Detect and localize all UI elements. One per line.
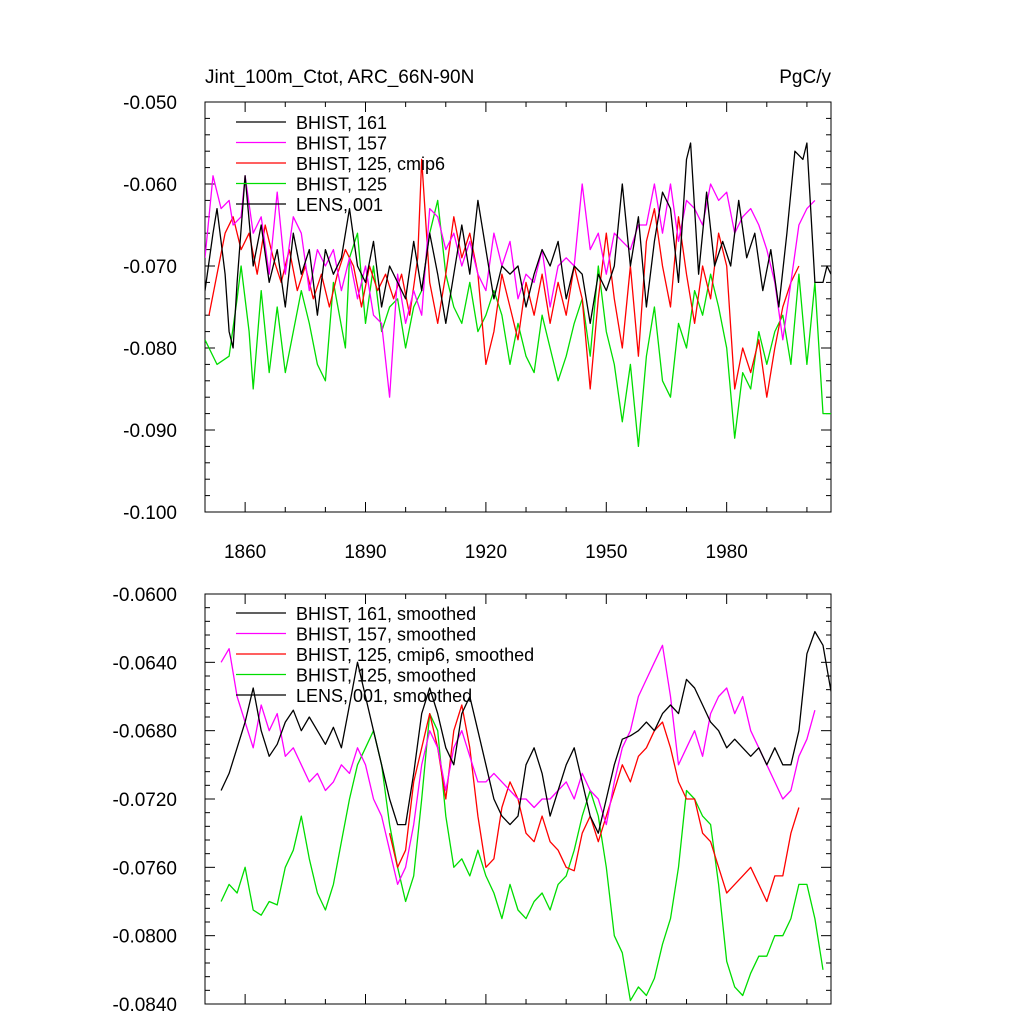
y-tick-label: -0.050 <box>123 93 177 114</box>
legend-label: BHIST, 161, smoothed <box>296 604 476 624</box>
series-bhist-161-smoothed <box>220 630 831 834</box>
y-tick-label: -0.0720 <box>113 790 177 811</box>
legend-label: BHIST, 125, cmip6 <box>296 154 445 174</box>
top-panel: -0.100 -0.090 -0.080 -0.070 -0.060 -0.050 1860… <box>123 67 832 563</box>
x-tick-label: 1920 <box>465 542 507 563</box>
chart-units: PgC/y <box>779 67 831 88</box>
legend-label: LENS, 001, smoothed <box>296 686 472 706</box>
legend-label: BHIST, 125 <box>296 175 387 195</box>
series-group <box>220 630 831 1002</box>
series-bhist-157-smoothed <box>220 644 816 886</box>
series-bhist-125 <box>205 199 831 448</box>
legend-label: BHIST, 161 <box>296 113 387 133</box>
x-tick-label: 1890 <box>344 542 386 563</box>
y-tick-label: -0.0640 <box>113 653 177 674</box>
series-group <box>205 142 831 448</box>
legend-label: BHIST, 157, smoothed <box>296 625 476 645</box>
y-tick-label: -0.100 <box>123 503 177 524</box>
y-tick-label: -0.070 <box>123 257 177 278</box>
y-tick-label: -0.0800 <box>113 927 177 948</box>
y-tick-label: -0.0600 <box>113 585 177 606</box>
y-tick-label: -0.0680 <box>113 722 177 743</box>
y-tick-label: -0.090 <box>123 421 177 442</box>
series-bhist-161 <box>205 142 831 349</box>
legend-label: BHIST, 125, cmip6, smoothed <box>296 645 534 665</box>
x-tick-label: 1980 <box>706 542 748 563</box>
legend-label: LENS, 001 <box>296 195 383 215</box>
legend-label: BHIST, 125, smoothed <box>296 666 476 686</box>
series-bhist-125-smoothed <box>220 712 824 1002</box>
y-tick-label: -0.0760 <box>113 858 177 879</box>
chart-title: Jint_100m_Ctot, ARC_66N-90N <box>205 67 474 88</box>
plot-frame <box>204 101 832 513</box>
series-bhist-157 <box>205 175 816 398</box>
x-tick-label: 1950 <box>585 542 627 563</box>
y-tick-label: -0.060 <box>123 175 177 196</box>
y-tick-label: -0.0840 <box>113 995 177 1016</box>
y-tick-label: -0.080 <box>123 339 177 360</box>
bottom-panel: -0.0840 -0.0800 -0.0760 -0.0720 -0.0680 -0.06… <box>113 585 832 1016</box>
series-bhist-125-cmip6-smoothed <box>388 704 800 903</box>
x-tick-label: 1860 <box>224 542 266 563</box>
legend-label: BHIST, 157 <box>296 134 387 154</box>
